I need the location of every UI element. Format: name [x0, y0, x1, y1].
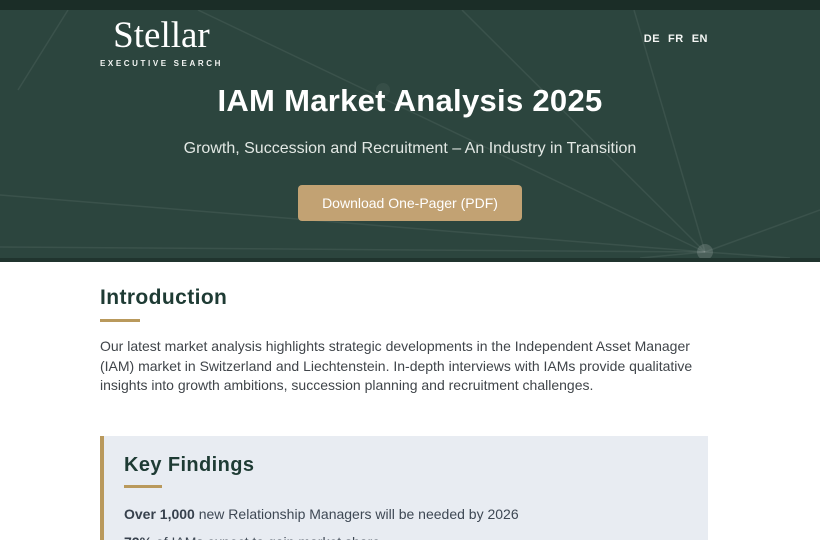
cta-row: Download One-Pager (PDF)	[0, 184, 820, 221]
key-findings-heading: Key Findings	[124, 453, 255, 476]
finding-text: of IAMs expect to gain market share	[152, 534, 380, 540]
content-section: Introduction Our latest market analysis …	[0, 262, 820, 540]
gold-divider	[124, 484, 162, 488]
page-title: IAM Market Analysis 2025	[217, 83, 603, 118]
brand-logo[interactable]: Stellar EXECUTIVE SEARCH	[100, 15, 223, 69]
finding-highlight: 72%	[124, 534, 152, 540]
finding-highlight: Over 1,000	[124, 505, 195, 522]
brand-tagline: EXECUTIVE SEARCH	[100, 59, 223, 68]
brand-wordmark: Stellar	[113, 15, 210, 56]
introduction-paragraph: Our latest market analysis highlights st…	[100, 338, 693, 393]
lang-item-fr[interactable]: FR	[668, 33, 684, 45]
page-subtitle: Growth, Succession and Recruitment – An …	[183, 139, 637, 157]
finding-text: new Relationship Managers will be needed…	[194, 505, 519, 522]
gold-divider	[100, 319, 140, 322]
download-one-pager-button[interactable]: Download One-Pager (PDF)	[298, 184, 522, 221]
language-switcher: DE FR EN	[644, 33, 708, 45]
finding-item: Over 1,000 new Relationship Managers wil…	[124, 507, 708, 521]
introduction-heading: Introduction	[100, 286, 228, 309]
lang-item-en[interactable]: EN	[691, 33, 708, 45]
key-findings-box: Key Findings Over 1,000 new Relationship…	[100, 435, 708, 540]
top-strip	[0, 0, 820, 10]
finding-item: 72% of IAMs expect to gain market share	[124, 535, 708, 540]
lang-item-de[interactable]: DE	[643, 33, 661, 45]
hero-section: DE FR EN Stellar EXECUTIVE SEARCH IAM Ma…	[0, 10, 820, 262]
